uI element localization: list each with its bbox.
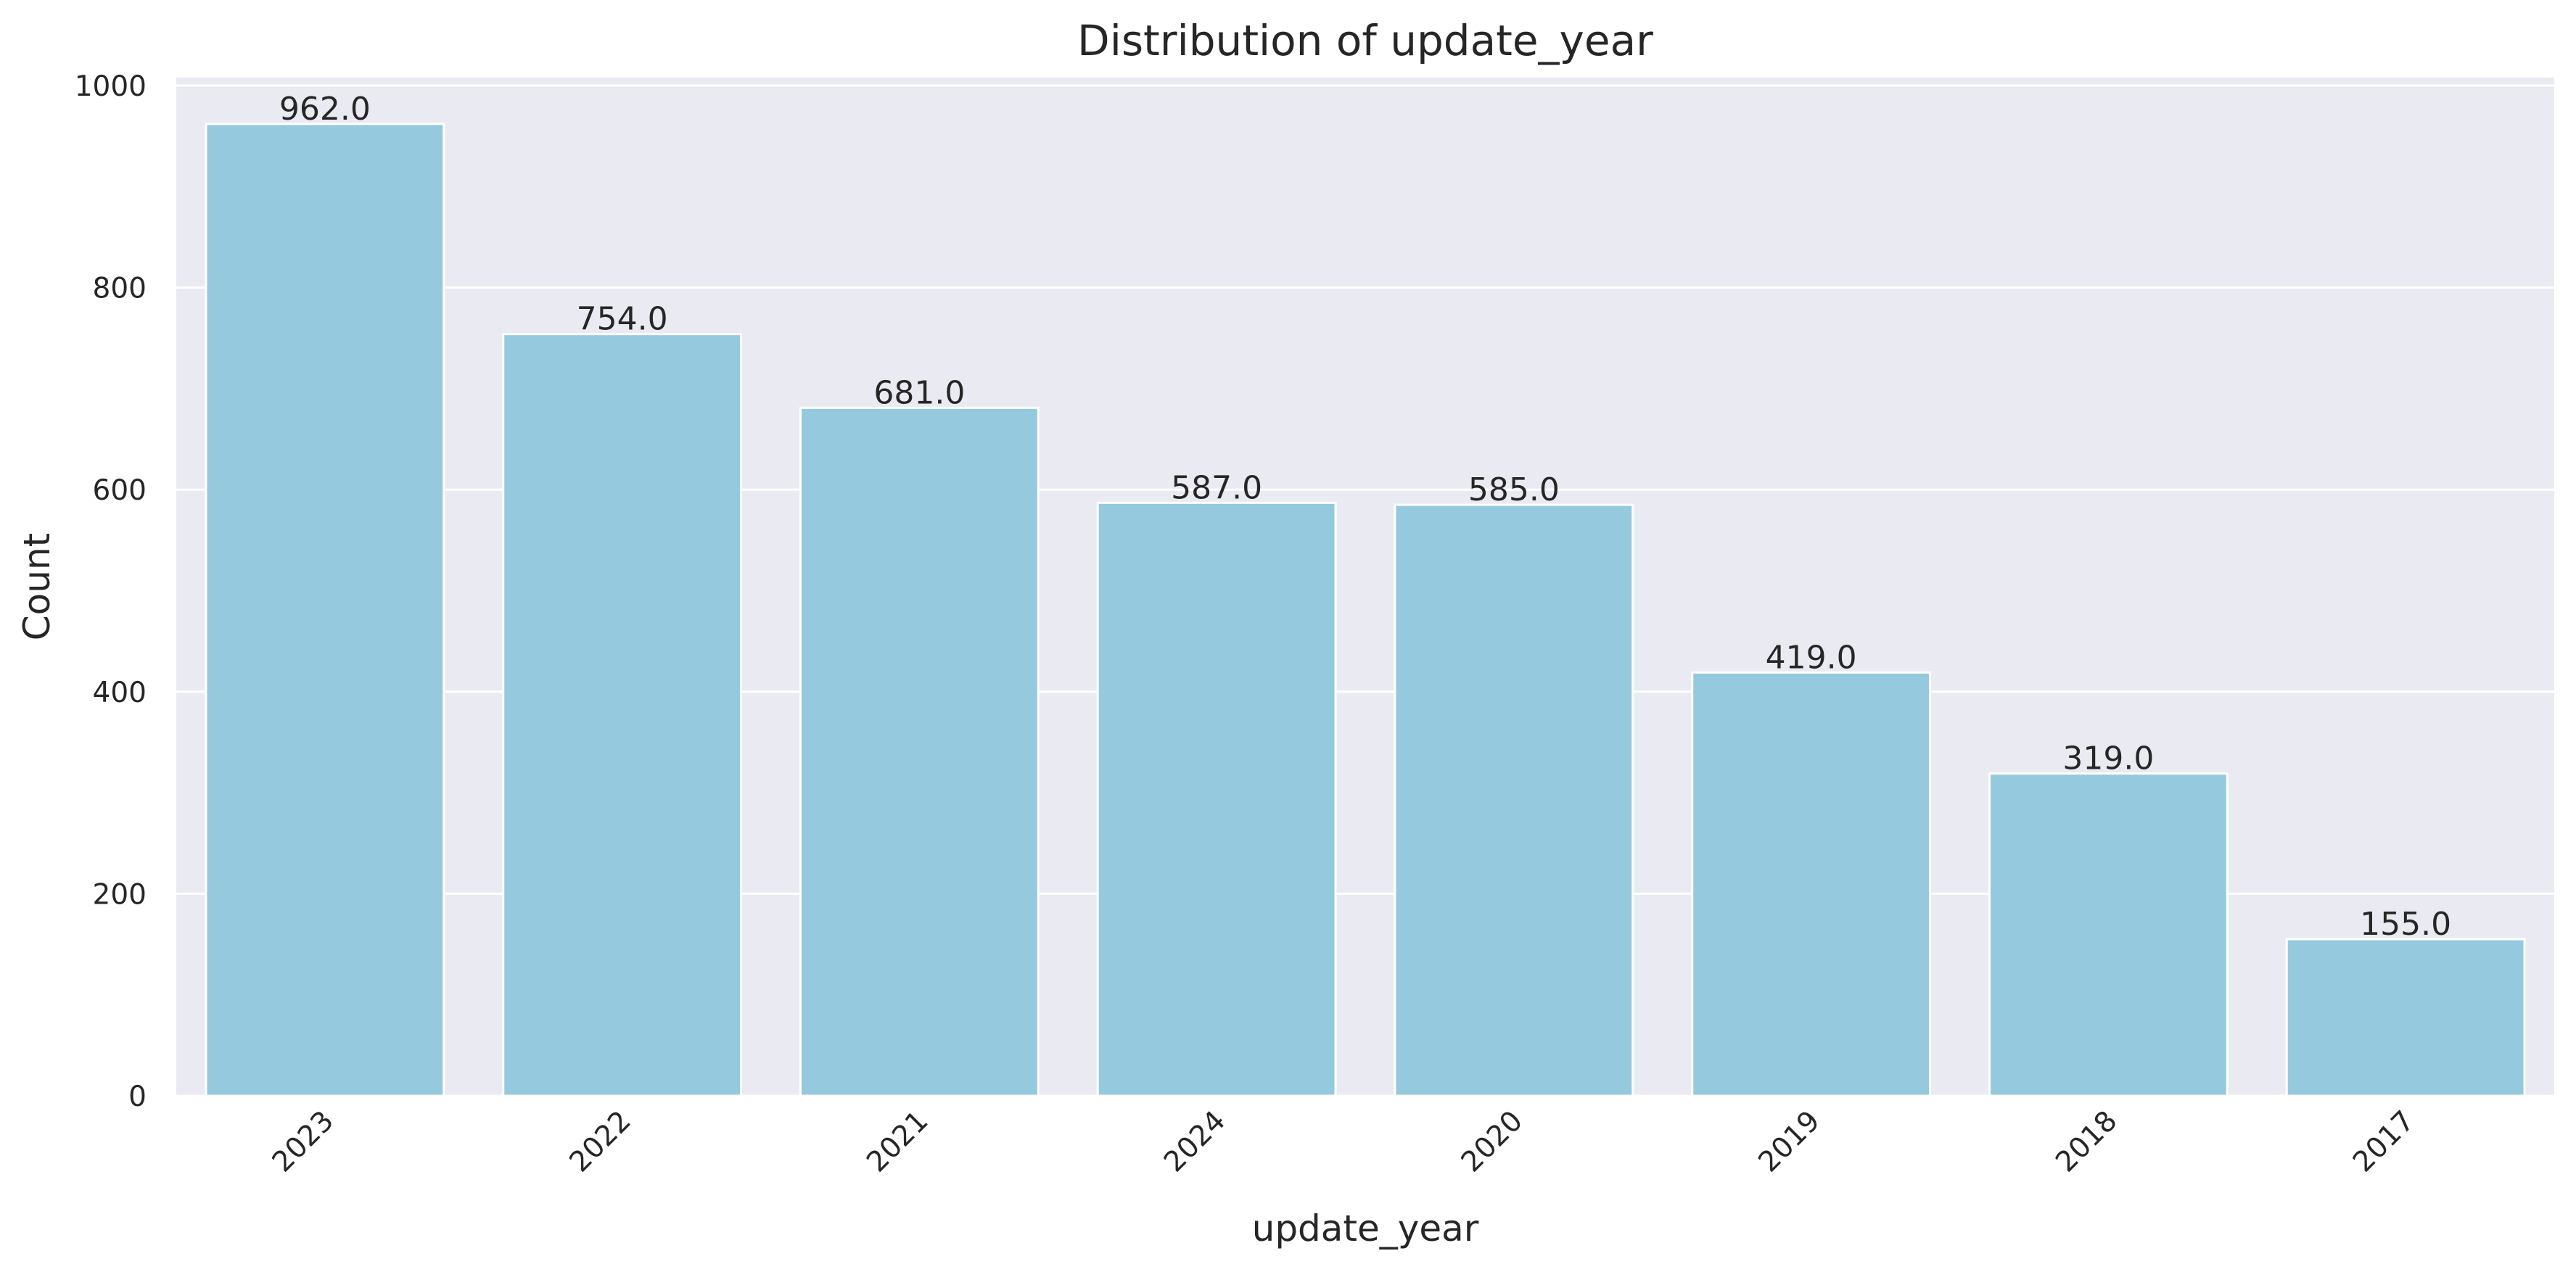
x-axis-ticks: 2023 2022 2021 2024 2020 2019 2018 2017	[266, 1104, 2421, 1178]
x-tick-label: 2019	[1753, 1104, 1827, 1178]
y-tick-label: 600	[93, 474, 147, 507]
x-axis-label: update_year	[1252, 1207, 1479, 1250]
bar-2020	[1394, 503, 1634, 1097]
x-tick-label: 2017	[2347, 1104, 2421, 1178]
y-tick-label: 0	[128, 1081, 147, 1113]
y-tick-label: 400	[93, 677, 147, 709]
y-tick-label: 800	[93, 273, 147, 305]
y-axis-label: Count	[16, 533, 58, 641]
bar-2024	[1096, 501, 1337, 1097]
bar-value-label: 754.0	[577, 301, 668, 338]
bar-2023	[205, 123, 445, 1097]
bar-value-labels: 962.0 754.0 681.0 587.0 585.0 419.0 319.0 155.0	[279, 91, 2451, 943]
y-tick-label: 200	[93, 878, 147, 911]
bar-value-label: 419.0	[1766, 639, 1857, 676]
x-tick-label: 2023	[266, 1104, 340, 1178]
bar-2018	[1988, 772, 2229, 1097]
x-tick-label: 2020	[1455, 1104, 1529, 1178]
bar-value-label: 962.0	[279, 91, 371, 128]
bar-2019	[1691, 671, 1932, 1097]
bars	[205, 123, 2526, 1097]
bar-value-label: 585.0	[1468, 471, 1560, 508]
bar-2017	[2285, 938, 2526, 1097]
x-tick-label: 2021	[860, 1104, 934, 1178]
x-tick-label: 2024	[1158, 1104, 1232, 1178]
x-tick-label: 2018	[2049, 1104, 2123, 1178]
bar-value-label: 681.0	[873, 374, 965, 411]
bar-2021	[799, 406, 1040, 1097]
bar-value-label: 155.0	[2360, 906, 2451, 943]
x-tick-label: 2022	[564, 1104, 638, 1178]
y-axis-ticks: 0 200 400 600 800 1000	[75, 70, 147, 1113]
bar-value-label: 319.0	[2062, 740, 2154, 777]
bar-2022	[502, 333, 743, 1097]
bar-value-label: 587.0	[1171, 469, 1262, 506]
chart-title: Distribution of update_year	[1077, 16, 1653, 65]
y-tick-label: 1000	[75, 70, 147, 103]
